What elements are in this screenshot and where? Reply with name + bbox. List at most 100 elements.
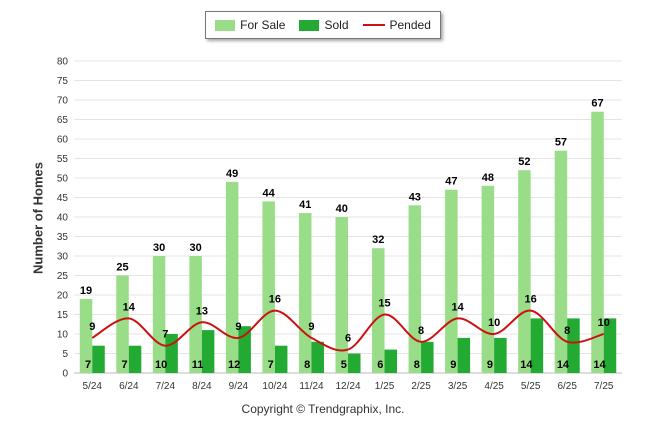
sold-bar [201, 330, 215, 373]
x-tick-label: 5/25 [521, 381, 541, 392]
sold-bar [348, 353, 361, 373]
y-tick-label: 20 [57, 291, 69, 302]
for-sale-value-label: 40 [336, 203, 348, 215]
sold-bar [530, 318, 544, 373]
for-sale-bar [225, 181, 239, 373]
y-tick-label: 80 [57, 57, 69, 68]
pended-value-label: 13 [196, 305, 208, 317]
legend-label-for-sale: For Sale [240, 18, 286, 32]
y-tick-label: 5 [62, 349, 68, 360]
sold-swatch [299, 19, 320, 31]
sold-value-label: 10 [155, 359, 167, 371]
sold-bar [274, 345, 288, 373]
sold-value-label: 14 [520, 359, 533, 371]
for-sale-bar [408, 205, 422, 373]
sold-value-label: 7 [121, 359, 127, 371]
sold-bar [457, 337, 471, 373]
pended-value-label: 14 [123, 301, 136, 313]
x-tick-label: 11/24 [299, 381, 324, 392]
for-sale-value-label: 48 [482, 172, 494, 184]
pended-value-label: 9 [308, 321, 314, 333]
for-sale-bar [554, 150, 568, 373]
y-tick-label: 60 [57, 135, 69, 146]
for-sale-value-label: 67 [591, 98, 603, 110]
sold-value-label: 5 [341, 359, 347, 371]
sold-value-label: 9 [450, 359, 456, 371]
for-sale-value-label: 32 [372, 234, 384, 246]
sold-value-label: 11 [192, 359, 204, 371]
pended-line [91, 309, 605, 352]
sold-value-label: 14 [593, 359, 606, 371]
for-sale-bar [79, 298, 93, 373]
sold-bar [128, 345, 142, 373]
for-sale-value-label: 25 [116, 262, 128, 274]
y-tick-label: 70 [57, 96, 69, 107]
legend-item-for-sale[interactable]: For Sale [215, 18, 285, 32]
for-sale-bar [335, 217, 348, 373]
pended-value-label: 7 [162, 329, 168, 341]
chart-plot: 051015202530354045505560657075801975/242… [57, 57, 622, 392]
sold-value-label: 6 [377, 359, 383, 371]
for-sale-bar [116, 275, 129, 373]
sold-bar [421, 341, 434, 373]
pended-value-label: 8 [418, 325, 424, 337]
y-tick-label: 10 [57, 330, 69, 341]
legend: For Sale Sold Pended [205, 11, 441, 39]
for-sale-bar [518, 170, 531, 373]
sold-value-label: 8 [414, 359, 420, 371]
sold-bar [567, 318, 580, 373]
sold-value-label: 8 [304, 359, 310, 371]
pended-value-label: 10 [598, 317, 610, 329]
x-tick-label: 6/25 [557, 381, 577, 392]
pended-value-label: 16 [269, 294, 281, 306]
for-sale-bar [481, 185, 495, 373]
legend-label-sold: Sold [324, 18, 349, 32]
for-sale-value-label: 44 [263, 187, 276, 199]
sold-bar [494, 337, 507, 373]
pended-value-label: 9 [235, 321, 241, 333]
for-sale-bar [445, 189, 458, 373]
for-sale-bar [152, 256, 166, 373]
x-tick-label: 5/24 [83, 381, 103, 392]
x-tick-label: 7/25 [594, 381, 614, 392]
sold-bar [92, 345, 105, 373]
for-sale-bar [372, 248, 385, 373]
pended-value-label: 16 [525, 294, 537, 306]
for-sale-value-label: 49 [226, 168, 238, 180]
y-tick-label: 30 [57, 252, 69, 263]
for-sale-bar [262, 201, 275, 373]
pended-value-label: 9 [89, 321, 95, 333]
pended-value-label: 14 [451, 301, 464, 313]
y-tick-label: 15 [57, 310, 69, 321]
pended-value-label: 15 [378, 298, 390, 310]
for-sale-value-label: 43 [409, 191, 421, 203]
sold-value-label: 14 [557, 359, 570, 371]
y-tick-label: 55 [57, 154, 69, 165]
x-tick-label: 1/25 [375, 381, 395, 392]
sold-value-label: 12 [228, 359, 240, 371]
legend-item-pended[interactable]: Pended [362, 18, 431, 32]
sold-value-label: 7 [85, 359, 91, 371]
legend-item-sold[interactable]: Sold [299, 18, 349, 32]
x-tick-label: 8/24 [192, 381, 212, 392]
y-tick-label: 45 [57, 193, 69, 204]
sold-value-label: 9 [487, 359, 493, 371]
sold-bar [165, 334, 178, 373]
copyright-credit: Copyright © Trendgraphix, Inc. [241, 402, 405, 416]
y-tick-label: 75 [57, 76, 69, 87]
pended-value-label: 8 [564, 325, 570, 337]
x-tick-label: 6/24 [119, 381, 139, 392]
y-tick-label: 50 [57, 174, 69, 185]
y-tick-label: 35 [57, 232, 69, 243]
y-tick-label: 25 [57, 271, 69, 282]
for-sale-value-label: 30 [189, 242, 201, 254]
pended-value-label: 10 [488, 317, 500, 329]
x-tick-label: 9/24 [229, 381, 249, 392]
for-sale-bar [298, 213, 312, 373]
x-tick-label: 3/25 [448, 381, 468, 392]
y-tick-label: 65 [57, 115, 69, 126]
x-tick-label: 2/25 [411, 381, 431, 392]
legend-label-pended: Pended [389, 18, 431, 32]
sold-bar [603, 318, 617, 373]
for-sale-value-label: 52 [518, 156, 530, 168]
